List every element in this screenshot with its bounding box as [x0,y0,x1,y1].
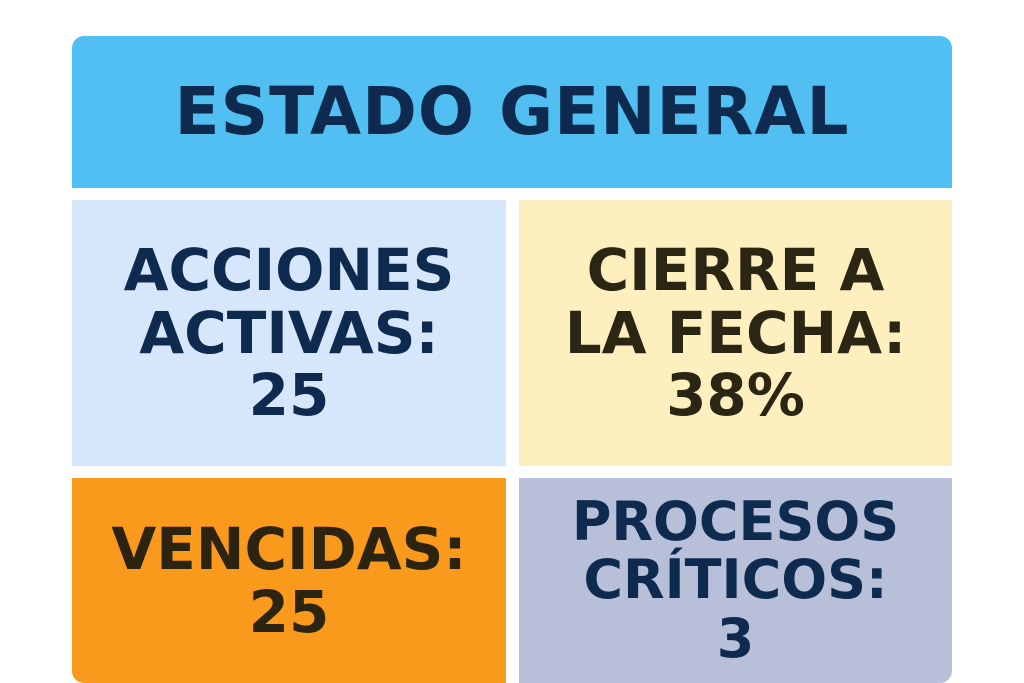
closure-label-line2: LA FECHA: [564,298,907,367]
tile-overdue: VENCIDAS: 25 [72,478,506,683]
status-board: ESTADO GENERAL ACCIONES ACTIVAS: 25 CIER… [72,36,952,683]
active-actions-label-line1: ACCIONES [123,236,455,305]
tile-closure-to-date: CIERRE A LA FECHA: 38% [519,200,952,466]
tile-active-actions: ACCIONES ACTIVAS: 25 [72,200,506,466]
active-actions-label-line2: ACTIVAS: [139,298,439,367]
critical-label-line1: PROCESOS [571,490,900,554]
closure-label-line1: CIERRE A [586,236,885,305]
tile-critical-processes: PROCESOS CRÍTICOS: 3 [519,478,952,683]
closure-value: 38% [666,361,805,430]
active-actions-value: 25 [248,361,330,430]
board-title: ESTADO GENERAL [174,73,850,150]
critical-value: 3 [716,606,755,670]
board-header: ESTADO GENERAL [72,36,952,188]
overdue-label: VENCIDAS: [111,514,467,583]
overdue-value: 25 [248,577,330,646]
critical-label-line2: CRÍTICOS: [583,548,888,612]
